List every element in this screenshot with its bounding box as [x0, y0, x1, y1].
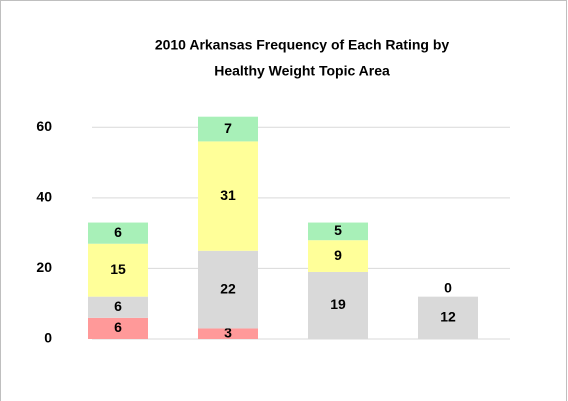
bar-segment	[88, 222, 148, 244]
bar-segment	[308, 271, 368, 339]
data-label: 0	[444, 279, 452, 295]
data-label: 15	[110, 261, 126, 277]
data-label: 19	[330, 296, 346, 312]
data-label: 6	[114, 298, 122, 314]
bar-segment	[88, 317, 148, 339]
data-label: 12	[440, 309, 456, 325]
bar-segment	[308, 222, 368, 241]
bar-segment	[88, 296, 148, 318]
data-label: 7	[224, 120, 232, 136]
bar-segment	[88, 243, 148, 297]
data-label: 22	[220, 280, 236, 296]
data-label: 31	[220, 187, 236, 203]
bar-segment	[198, 250, 258, 329]
y-tick-label: 40	[36, 189, 52, 205]
data-label: 6	[114, 319, 122, 335]
y-tick-label: 0	[44, 330, 52, 346]
data-label: 3	[224, 324, 232, 340]
bar-segment	[308, 240, 368, 272]
chart-title: Healthy Weight Topic Area	[214, 63, 390, 79]
bar-segment	[198, 328, 258, 339]
y-tick-label: 20	[36, 259, 52, 275]
data-label: 5	[334, 222, 342, 238]
data-label: 9	[334, 247, 342, 263]
bar-segment	[418, 296, 478, 339]
bar-segment	[198, 141, 258, 251]
bar-segment	[198, 116, 258, 142]
data-label: 6	[114, 224, 122, 240]
chart-title: 2010 Arkansas Frequency of Each Rating b…	[155, 37, 450, 53]
y-tick-label: 60	[36, 118, 52, 134]
